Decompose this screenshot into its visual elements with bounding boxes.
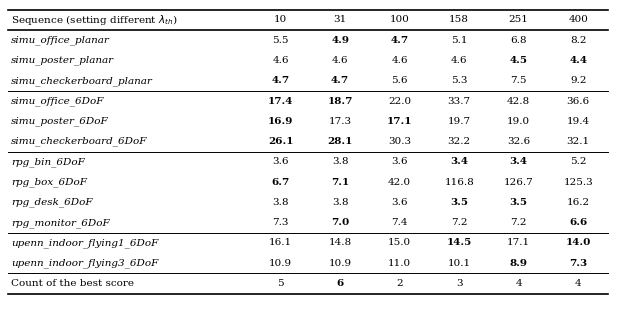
Text: 42.0: 42.0	[388, 178, 412, 187]
Text: 30.3: 30.3	[388, 137, 412, 146]
Text: 7.2: 7.2	[511, 218, 527, 227]
Text: 126.7: 126.7	[504, 178, 534, 187]
Text: 7.2: 7.2	[451, 218, 467, 227]
Text: 15.0: 15.0	[388, 238, 412, 248]
Text: 14.0: 14.0	[566, 238, 591, 248]
Text: 17.1: 17.1	[387, 117, 412, 126]
Text: 5.2: 5.2	[570, 157, 586, 166]
Text: 7.0: 7.0	[331, 218, 349, 227]
Text: simu_poster_planar: simu_poster_planar	[11, 56, 114, 65]
Text: 19.0: 19.0	[507, 117, 531, 126]
Text: 14.8: 14.8	[328, 238, 352, 248]
Text: 400: 400	[568, 15, 588, 25]
Text: 16.9: 16.9	[268, 117, 293, 126]
Text: 32.2: 32.2	[447, 137, 471, 146]
Text: 4.7: 4.7	[331, 76, 349, 85]
Text: 9.2: 9.2	[570, 76, 586, 85]
Text: 31: 31	[333, 15, 347, 25]
Text: 5.1: 5.1	[451, 36, 467, 45]
Text: 19.4: 19.4	[566, 117, 590, 126]
Text: 28.1: 28.1	[328, 137, 353, 146]
Text: 10.1: 10.1	[447, 259, 471, 268]
Text: 3.8: 3.8	[332, 198, 348, 207]
Text: 100: 100	[390, 15, 410, 25]
Text: 3.5: 3.5	[509, 198, 528, 207]
Text: 7.4: 7.4	[392, 218, 408, 227]
Text: simu_checkerboard_6DoF: simu_checkerboard_6DoF	[11, 137, 147, 146]
Text: 17.3: 17.3	[328, 117, 352, 126]
Text: 4.6: 4.6	[332, 56, 348, 65]
Text: upenn_indoor_flying3_6DoF: upenn_indoor_flying3_6DoF	[11, 258, 158, 268]
Text: 5.5: 5.5	[273, 36, 289, 45]
Text: 4.6: 4.6	[451, 56, 467, 65]
Text: 18.7: 18.7	[328, 96, 353, 106]
Text: 4.5: 4.5	[509, 56, 528, 65]
Text: rpg_desk_6DoF: rpg_desk_6DoF	[11, 198, 93, 207]
Text: 17.4: 17.4	[268, 96, 293, 106]
Text: 36.6: 36.6	[566, 96, 590, 106]
Text: 8.2: 8.2	[570, 36, 586, 45]
Text: 2: 2	[396, 279, 403, 288]
Text: 158: 158	[449, 15, 469, 25]
Text: 32.6: 32.6	[507, 137, 531, 146]
Text: 7.3: 7.3	[569, 259, 588, 268]
Text: 19.7: 19.7	[447, 117, 471, 126]
Text: 4: 4	[515, 279, 522, 288]
Text: 7.5: 7.5	[511, 76, 527, 85]
Text: 10.9: 10.9	[269, 259, 292, 268]
Text: 3.8: 3.8	[332, 157, 348, 166]
Text: 3.6: 3.6	[273, 157, 289, 166]
Text: 125.3: 125.3	[563, 178, 593, 187]
Text: 6.8: 6.8	[511, 36, 527, 45]
Text: 3.6: 3.6	[392, 157, 408, 166]
Text: 6: 6	[337, 279, 344, 288]
Text: rpg_monitor_6DoF: rpg_monitor_6DoF	[11, 218, 109, 228]
Text: 32.1: 32.1	[566, 137, 590, 146]
Text: 5: 5	[277, 279, 284, 288]
Text: 4.7: 4.7	[271, 76, 290, 85]
Text: 4: 4	[575, 279, 582, 288]
Text: 17.1: 17.1	[507, 238, 531, 248]
Text: 3.8: 3.8	[273, 198, 289, 207]
Text: 10: 10	[274, 15, 287, 25]
Text: 7.1: 7.1	[331, 178, 349, 187]
Text: 26.1: 26.1	[268, 137, 293, 146]
Text: 3.5: 3.5	[450, 198, 468, 207]
Text: 16.1: 16.1	[269, 238, 292, 248]
Text: 6.6: 6.6	[569, 218, 588, 227]
Text: 5.6: 5.6	[392, 76, 408, 85]
Text: simu_office_planar: simu_office_planar	[11, 35, 109, 45]
Text: 33.7: 33.7	[447, 96, 471, 106]
Text: Sequence (setting different $\lambda_{th}$): Sequence (setting different $\lambda_{th…	[11, 13, 177, 27]
Text: 7.3: 7.3	[273, 218, 289, 227]
Text: 16.2: 16.2	[566, 198, 590, 207]
Text: 11.0: 11.0	[388, 259, 412, 268]
Text: simu_checkerboard_planar: simu_checkerboard_planar	[11, 76, 153, 86]
Text: 3.4: 3.4	[450, 157, 468, 166]
Text: 6.7: 6.7	[271, 178, 290, 187]
Text: 116.8: 116.8	[444, 178, 474, 187]
Text: 4.7: 4.7	[390, 36, 409, 45]
Text: rpg_box_6DoF: rpg_box_6DoF	[11, 177, 87, 187]
Text: 3: 3	[456, 279, 463, 288]
Text: 22.0: 22.0	[388, 96, 412, 106]
Text: Count of the best score: Count of the best score	[11, 279, 134, 288]
Text: 4.9: 4.9	[331, 36, 349, 45]
Text: 5.3: 5.3	[451, 76, 467, 85]
Text: rpg_bin_6DoF: rpg_bin_6DoF	[11, 157, 84, 167]
Text: 3.6: 3.6	[392, 198, 408, 207]
Text: simu_office_6DoF: simu_office_6DoF	[11, 96, 104, 106]
Text: simu_poster_6DoF: simu_poster_6DoF	[11, 116, 109, 126]
Text: 251: 251	[509, 15, 529, 25]
Text: 3.4: 3.4	[509, 157, 528, 166]
Text: 42.8: 42.8	[507, 96, 531, 106]
Text: 4.4: 4.4	[569, 56, 588, 65]
Text: 10.9: 10.9	[328, 259, 352, 268]
Text: 4.6: 4.6	[273, 56, 289, 65]
Text: 8.9: 8.9	[509, 259, 528, 268]
Text: upenn_indoor_flying1_6DoF: upenn_indoor_flying1_6DoF	[11, 238, 158, 248]
Text: 4.6: 4.6	[392, 56, 408, 65]
Text: 14.5: 14.5	[447, 238, 472, 248]
